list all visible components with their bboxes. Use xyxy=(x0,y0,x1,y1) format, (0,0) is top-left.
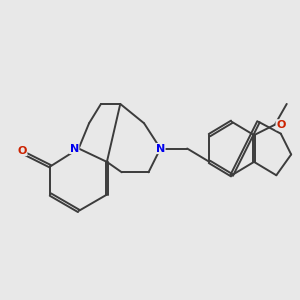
Text: N: N xyxy=(70,143,79,154)
Text: N: N xyxy=(156,143,165,154)
Text: O: O xyxy=(17,146,27,156)
Text: O: O xyxy=(276,120,286,130)
